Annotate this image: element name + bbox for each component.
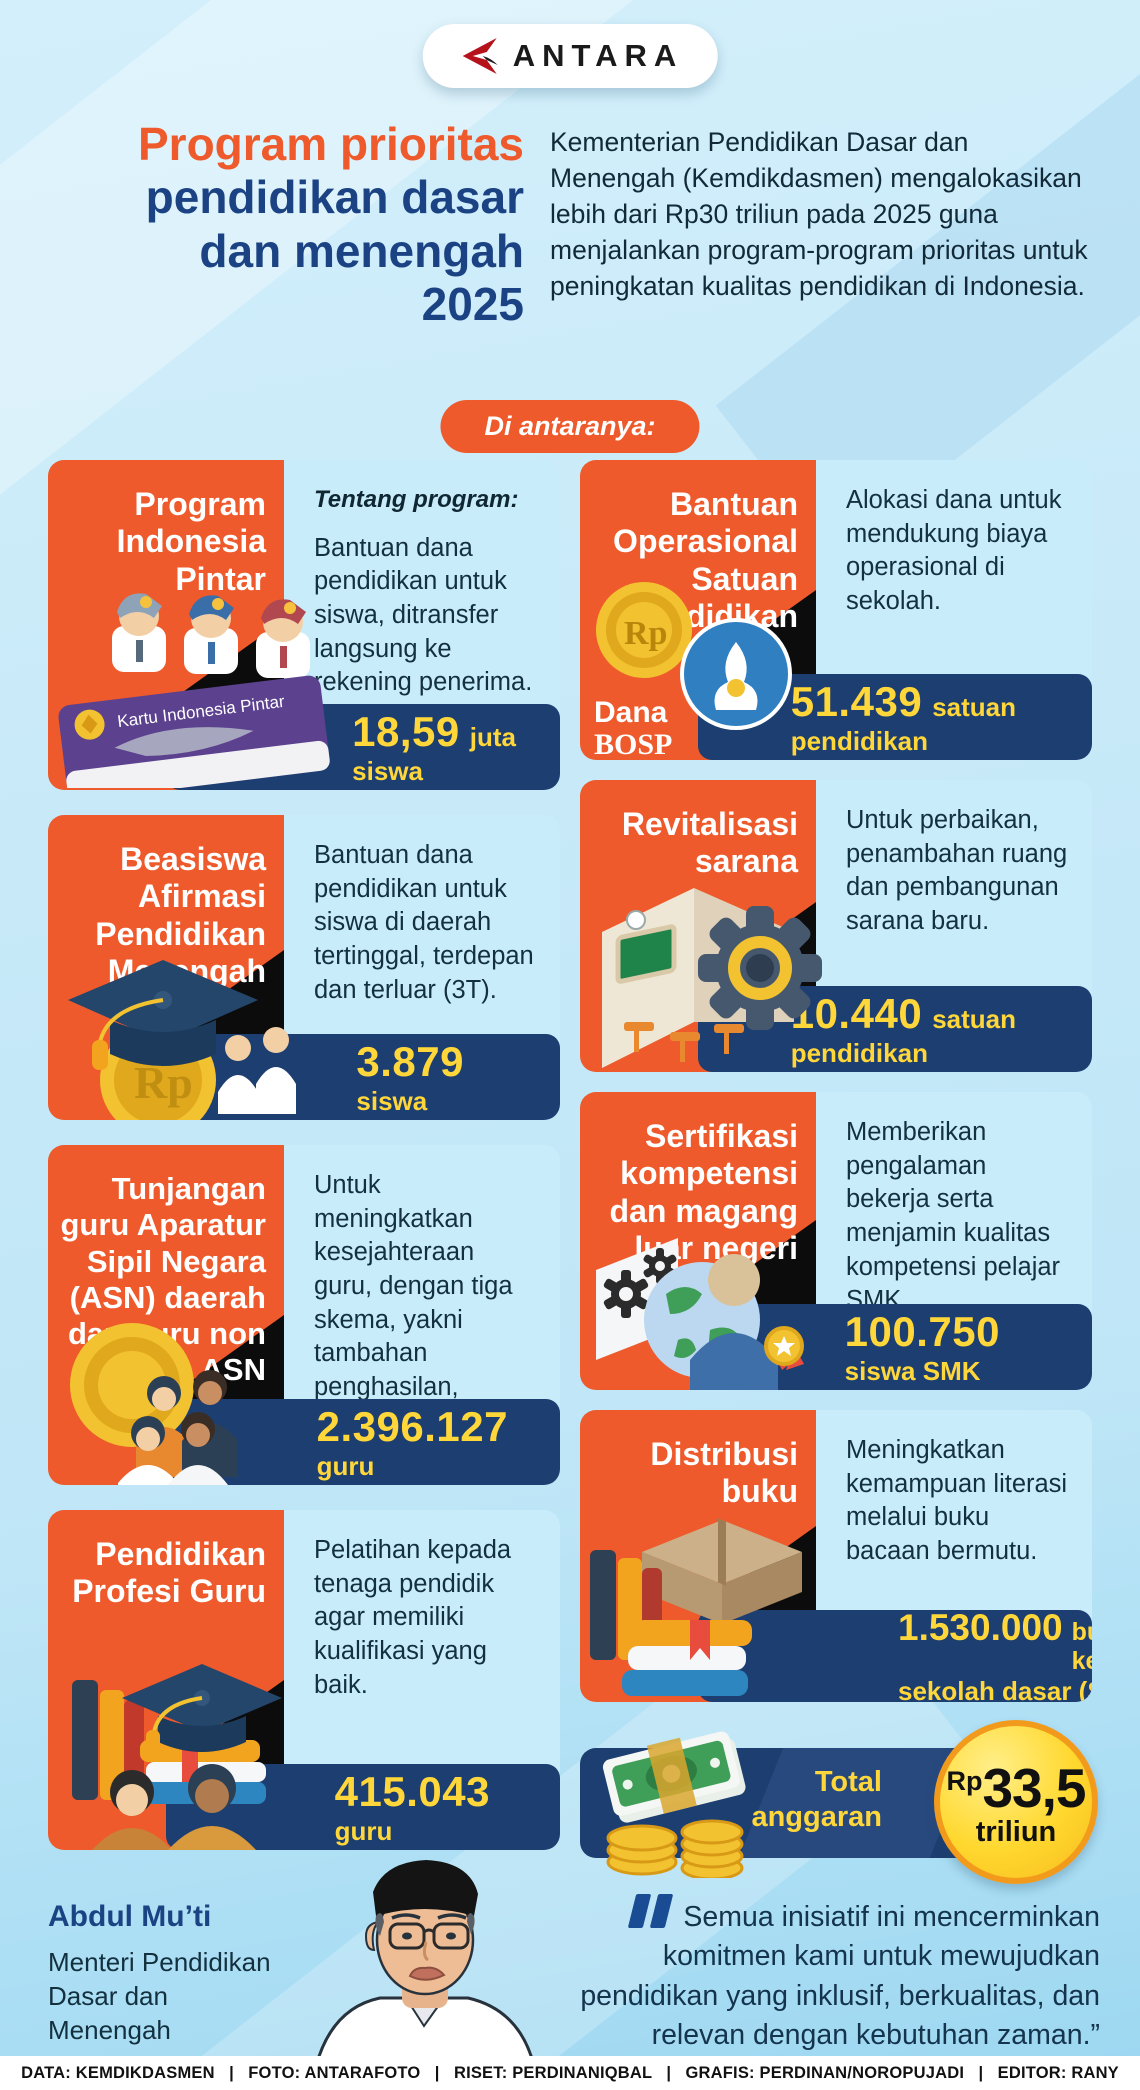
- stat-unit: satuan: [932, 692, 1016, 723]
- total-budget-label: Total anggaran: [751, 1766, 882, 1833]
- card-program-indonesia-pintar: Program Indonesia Pintar Tentang program…: [48, 460, 560, 790]
- card-beasiswa-afirmasi: Beasiswa Afirmasi Pendidikan Menengah Ba…: [48, 815, 560, 1120]
- card-description: Memberikan pengalaman bekerja serta menj…: [846, 1118, 1061, 1315]
- money-illustration: [602, 1731, 746, 1878]
- credits-text: DATA: KEMDIKDASMEN | FOTO: ANTARAFOTO | …: [21, 2063, 1119, 2082]
- quote-text: Semua inisiatif ini mencerminkan komitme…: [580, 1901, 1100, 2051]
- card-description: Alokasi dana untuk mendukung biaya opera…: [846, 486, 1062, 615]
- stat-mid-label: buku ke: [1071, 1617, 1092, 1675]
- card-description: Untuk perbaikan, penambahan ruang dan pe…: [846, 806, 1068, 935]
- stat-unit-line2: guru: [334, 1816, 393, 1847]
- card-description: Pelatihan kepada tenaga pendidik agar me…: [314, 1536, 512, 1699]
- stat-value: 51.439: [790, 678, 923, 726]
- stat-unit-line2: siswa SMK: [844, 1356, 981, 1387]
- stat-unit-line2: pendidikan: [790, 1038, 928, 1069]
- stat-unit-line2: pendidikan: [790, 726, 928, 757]
- minister-quote-section: Abdul Mu’ti Menteri Pendidikan Dasar dan…: [48, 1852, 1100, 2066]
- credits-footer: DATA: KEMDIKDASMEN | FOTO: ANTARAFOTO | …: [0, 2056, 1140, 2090]
- graduation-coin-illustration: Rp: [68, 960, 296, 1120]
- title-line-1: Program prioritas: [138, 118, 524, 170]
- title-line-2: pendidikan dasar: [145, 171, 524, 224]
- stat-value-books: 1.530.000: [898, 1606, 1063, 1648]
- card-tunjangan-guru: Tunjangan guru Aparatur Sipil Negara (AS…: [48, 1145, 560, 1485]
- total-budget-unit: triliun: [975, 1815, 1057, 1848]
- card-title: Sertifikasi kompetensi dan magang luar n…: [609, 1118, 798, 1267]
- dana-label: Dana: [594, 696, 668, 729]
- stat-value: 415.043: [334, 1768, 490, 1816]
- stat-unit-line2: sekolah dasar (SD): [898, 1675, 1092, 1702]
- stat-value: 100.750: [844, 1308, 1000, 1356]
- total-budget-section: Total anggaran Rp 33,5 triliun: [580, 1720, 1098, 1884]
- total-budget-value-circle: Rp 33,5 triliun: [934, 1720, 1098, 1884]
- card-title: Program Indonesia Pintar: [116, 486, 266, 597]
- books-graduation-illustration: [72, 1664, 282, 1850]
- stat-unit-line2: siswa: [352, 756, 423, 787]
- card-title: Revitalisasi sarana: [621, 806, 798, 880]
- bosp-coin-logo-illustration: Rp Dana BOSP: [594, 582, 792, 760]
- intro-paragraph: Kementerian Pendidikan Dasar dan Menenga…: [550, 127, 1088, 302]
- coin-rp-label: Rp: [624, 615, 667, 652]
- books-box-illustration: [590, 1518, 802, 1696]
- card-distribusi-buku: Distribusi buku Meningkatkan kemampuan l…: [580, 1410, 1092, 1702]
- quote-icon: [628, 1894, 674, 1928]
- header: Program prioritas pendidikan dasar dan m…: [48, 118, 1092, 331]
- about-label: Tentang program:: [314, 486, 519, 513]
- card-bosp: Bantuan Operasional Satuan Pendidikan Al…: [580, 460, 1092, 760]
- card-description: Bantuan dana pendidikan untuk siswa di d…: [314, 841, 534, 1004]
- stat-value: 18,59: [352, 708, 460, 756]
- card-description: Bantuan dana pendidikan untuk siswa, dit…: [314, 533, 533, 697]
- stat-unit: juta: [469, 722, 516, 753]
- minister-portrait: [314, 1860, 536, 2066]
- minister-name: Abdul Mu’ti: [48, 1900, 212, 1933]
- card-sertifikasi-magang: Sertifikasi kompetensi dan magang luar n…: [580, 1092, 1092, 1390]
- classroom-gear-illustration: [602, 888, 822, 1068]
- minister-role: Menteri Pendidikan Dasar dan Menengah: [48, 1947, 271, 2045]
- antara-wordmark: ANTARA: [512, 38, 684, 73]
- stat-unit: satuan: [932, 1004, 1016, 1035]
- stat-unit-line2: siswa: [356, 1086, 428, 1117]
- coin-teachers-illustration: [70, 1323, 238, 1485]
- title-line-4: 2025: [421, 278, 524, 331]
- total-budget-value: 33,5: [982, 1756, 1086, 1819]
- card-title: Distribusi buku: [650, 1436, 798, 1510]
- stat-value: 3.879: [356, 1038, 464, 1086]
- card-pendidikan-profesi-guru: Pendidikan Profesi Guru Pelatihan kepada…: [48, 1510, 560, 1850]
- card-title: Pendidikan Profesi Guru: [72, 1536, 266, 1610]
- minister-info: Abdul Mu’ti Menteri Pendidikan Dasar dan…: [48, 1852, 298, 2056]
- bosp-label: BOSP: [594, 728, 672, 760]
- quote-block: Semua inisiatif ini mencerminkan komitme…: [548, 1852, 1100, 2056]
- page-title: Program prioritas pendidikan dasar dan m…: [48, 118, 524, 331]
- stat-bar: 1.530.000 buku ke 5.100 sekolah dasar (S…: [698, 1606, 1092, 1702]
- globe-gears-medal-illustration: [596, 1238, 804, 1390]
- students-card-illustration: Kartu Indonesia Pintar: [58, 593, 330, 788]
- stat-value: 10.440: [790, 990, 923, 1038]
- di-antaranya-badge: Di antaranya:: [440, 400, 700, 453]
- antara-mark-icon: [462, 38, 498, 74]
- currency-label: Rp: [946, 1765, 983, 1796]
- stat-value: 2.396.127: [316, 1403, 508, 1451]
- stat-unit-line2: guru: [316, 1451, 375, 1482]
- antara-logo: ANTARA: [422, 24, 718, 88]
- card-description: Meningkatkan kemampuan literasi melalui …: [846, 1436, 1068, 1565]
- title-line-3: dan menengah: [199, 224, 524, 277]
- card-revitalisasi-sarana: Revitalisasi sarana Untuk perbaikan, pen…: [580, 780, 1092, 1072]
